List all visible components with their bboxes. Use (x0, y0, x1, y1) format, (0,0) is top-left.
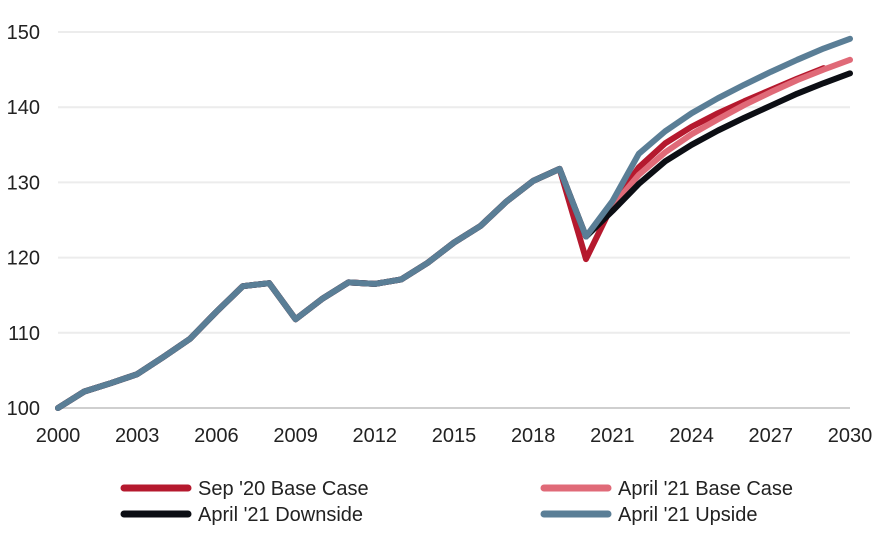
y-tick-label: 100 (7, 398, 40, 420)
x-tick-label: 2012 (353, 425, 398, 447)
x-tick-label: 2021 (590, 425, 635, 447)
series-line-2 (55, 56, 853, 411)
x-axis-tick-labels: 2000 2003 2006 2009 2012 2015 2018 2021 2024 2027… (36, 425, 873, 447)
y-tick-label: 130 (7, 172, 40, 194)
x-tick-label: 2030 (828, 425, 873, 447)
x-tick-label: 2024 (669, 425, 714, 447)
legend-label: April '21 Base Case (618, 478, 793, 500)
series-line-4 (55, 35, 853, 411)
legend-item: April '21 Downside (120, 504, 363, 526)
x-tick-label: 2000 (36, 425, 81, 447)
legend: Sep '20 Base Case April '21 Base Case Apri… (120, 478, 793, 526)
x-tick-label: 2018 (511, 425, 556, 447)
legend-item: April '21 Upside (540, 504, 757, 526)
gridlines (58, 31, 850, 409)
y-tick-label: 120 (7, 248, 40, 270)
legend-label: April '21 Downside (198, 504, 363, 526)
series-lines (55, 35, 853, 411)
series-line-1 (55, 65, 827, 411)
x-tick-label: 2009 (273, 425, 318, 447)
y-axis-tick-labels: 100 110 120 130 140 150 (7, 22, 40, 420)
x-tick-label: 2006 (194, 425, 239, 447)
legend-item: Sep '20 Base Case (120, 478, 369, 500)
legend-label: Sep '20 Base Case (198, 478, 369, 500)
legend-label: April '21 Upside (618, 504, 757, 526)
legend-item: April '21 Base Case (540, 478, 793, 500)
x-tick-label: 2015 (432, 425, 477, 447)
y-tick-label: 150 (7, 22, 40, 44)
y-tick-label: 140 (7, 97, 40, 119)
y-tick-label: 110 (8, 323, 40, 345)
x-tick-label: 2027 (749, 425, 794, 447)
x-tick-label: 2003 (115, 425, 160, 447)
